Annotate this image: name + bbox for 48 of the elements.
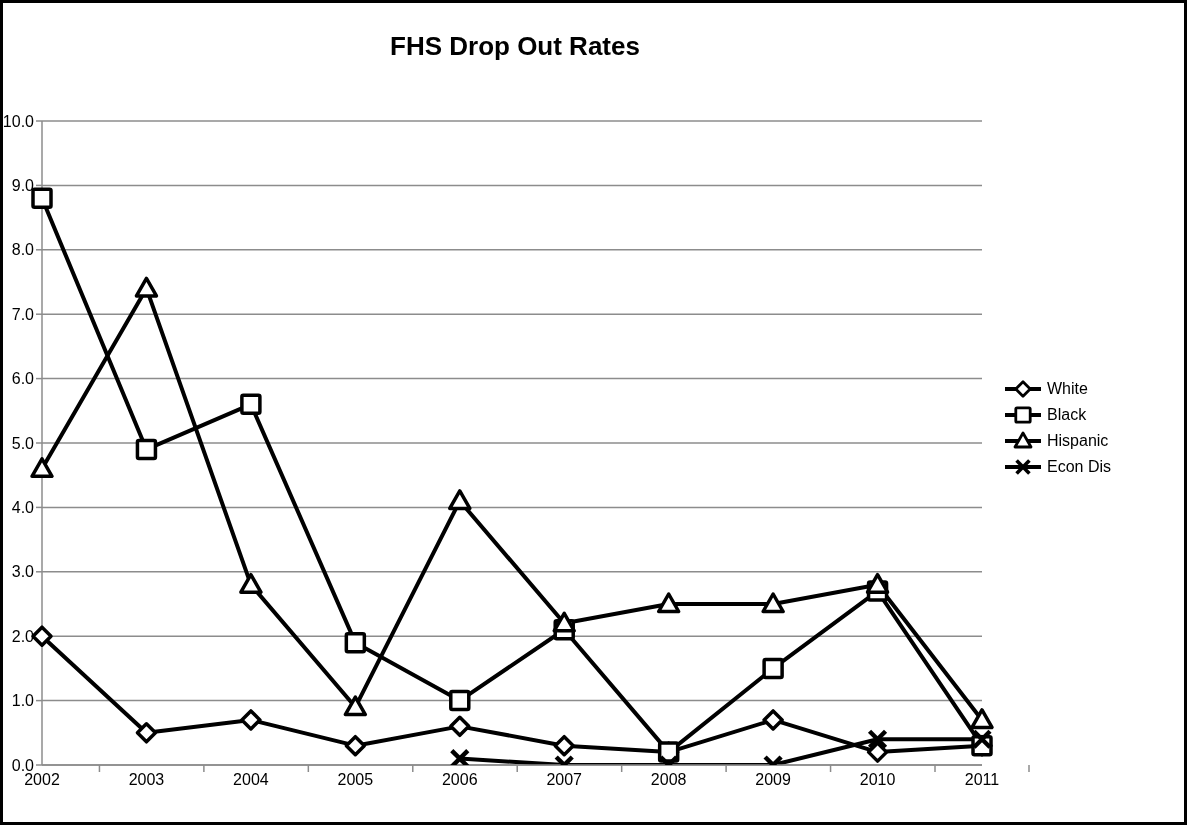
legend-label: Black <box>1047 406 1087 424</box>
y-tick-label: 7.0 <box>11 305 35 323</box>
x-tick-label: 2006 <box>441 771 478 788</box>
x-tick-label: 2010 <box>859 771 896 788</box>
point <box>134 276 159 298</box>
y-tick-label: 0.0 <box>11 756 35 774</box>
y-tick-label: 6.0 <box>11 370 35 388</box>
y-tick-label: 10.0 <box>2 112 35 130</box>
y-tick-label: 4.0 <box>11 499 35 517</box>
x-tick-label: 2011 <box>964 771 1000 788</box>
legend-label: Econ Dis <box>1047 458 1112 476</box>
x-tick-label: 2002 <box>24 771 60 788</box>
point <box>31 625 53 647</box>
x-tick-label: 2007 <box>546 771 583 788</box>
y-tick-label: 8.0 <box>11 241 35 259</box>
y-tick-label: 1.0 <box>11 692 35 710</box>
point <box>135 722 158 744</box>
point <box>761 592 785 614</box>
x-tick-label: 2003 <box>128 771 165 788</box>
x-tick-label: 2008 <box>650 771 687 788</box>
point <box>30 457 54 479</box>
point <box>135 438 158 461</box>
legend-label: Hispanic <box>1047 432 1109 450</box>
point <box>656 592 681 614</box>
point <box>970 708 994 730</box>
point <box>762 709 784 731</box>
point <box>343 695 368 717</box>
point <box>239 572 263 594</box>
x-tick-label: 2005 <box>337 771 374 788</box>
y-tick-label: 5.0 <box>11 434 35 452</box>
point <box>865 572 890 594</box>
point <box>762 657 784 680</box>
chart-title: FHS Drop Out Rates <box>389 31 641 62</box>
y-tick-label: 2.0 <box>11 627 35 645</box>
x-tick-label: 2004 <box>233 771 269 788</box>
point <box>240 709 262 731</box>
y-tick-label: 9.0 <box>11 177 35 195</box>
point <box>344 631 367 654</box>
point <box>448 489 472 511</box>
point <box>552 611 576 633</box>
x-tick-label: 2009 <box>755 771 792 788</box>
point <box>449 689 471 712</box>
point <box>344 734 367 757</box>
point <box>449 715 471 738</box>
point <box>553 734 575 757</box>
point <box>240 393 262 416</box>
legend-label: White <box>1047 380 1088 398</box>
y-tick-label: 3.0 <box>11 563 35 581</box>
